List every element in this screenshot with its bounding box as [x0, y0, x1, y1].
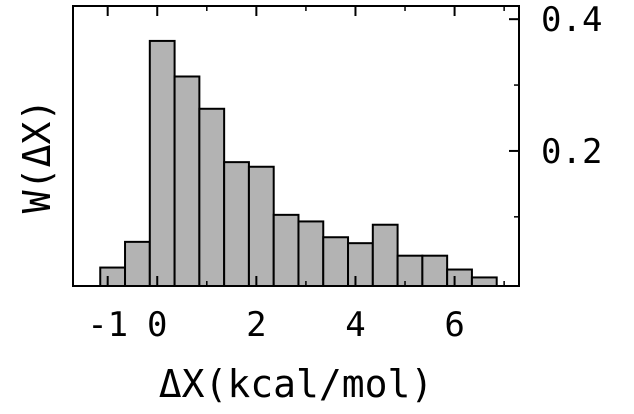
histogram-bar: [371, 223, 399, 288]
histogram-bar: [148, 39, 176, 287]
histogram-bar: [223, 161, 250, 287]
histogram-bar: [124, 240, 151, 288]
histogram-bar: [347, 242, 374, 287]
histogram-bar: [322, 236, 350, 287]
y-tick-label: 0.2: [541, 132, 602, 172]
x-tick-label: 2: [246, 305, 266, 345]
x-tick-label: -1: [87, 305, 128, 345]
histogram-bar: [272, 213, 300, 287]
histogram-bar: [470, 276, 498, 288]
plot-frame: [72, 5, 520, 287]
ticks-layer: [106, 6, 519, 286]
histogram-bar: [396, 254, 424, 288]
histogram-bar: [446, 268, 473, 288]
histogram-bar: [297, 220, 325, 287]
histogram-bar: [421, 254, 449, 288]
y-axis-label: W(ΔX): [15, 99, 59, 213]
x-axis-label: ΔX(kcal/mol): [159, 362, 434, 406]
histogram-bar: [173, 75, 201, 288]
histogram-bar: [198, 107, 226, 287]
labels-layer: -1 0 2 4 6 0.2 0.4: [87, 0, 602, 345]
x-tick-label: 6: [444, 305, 464, 345]
x-tick-label: 4: [345, 305, 365, 345]
y-tick-label: 0.4: [541, 0, 602, 40]
bars-layer: [99, 39, 498, 288]
histogram-bar: [247, 165, 275, 287]
histogram-bar: [99, 266, 127, 288]
x-tick-label: 0: [147, 305, 167, 345]
